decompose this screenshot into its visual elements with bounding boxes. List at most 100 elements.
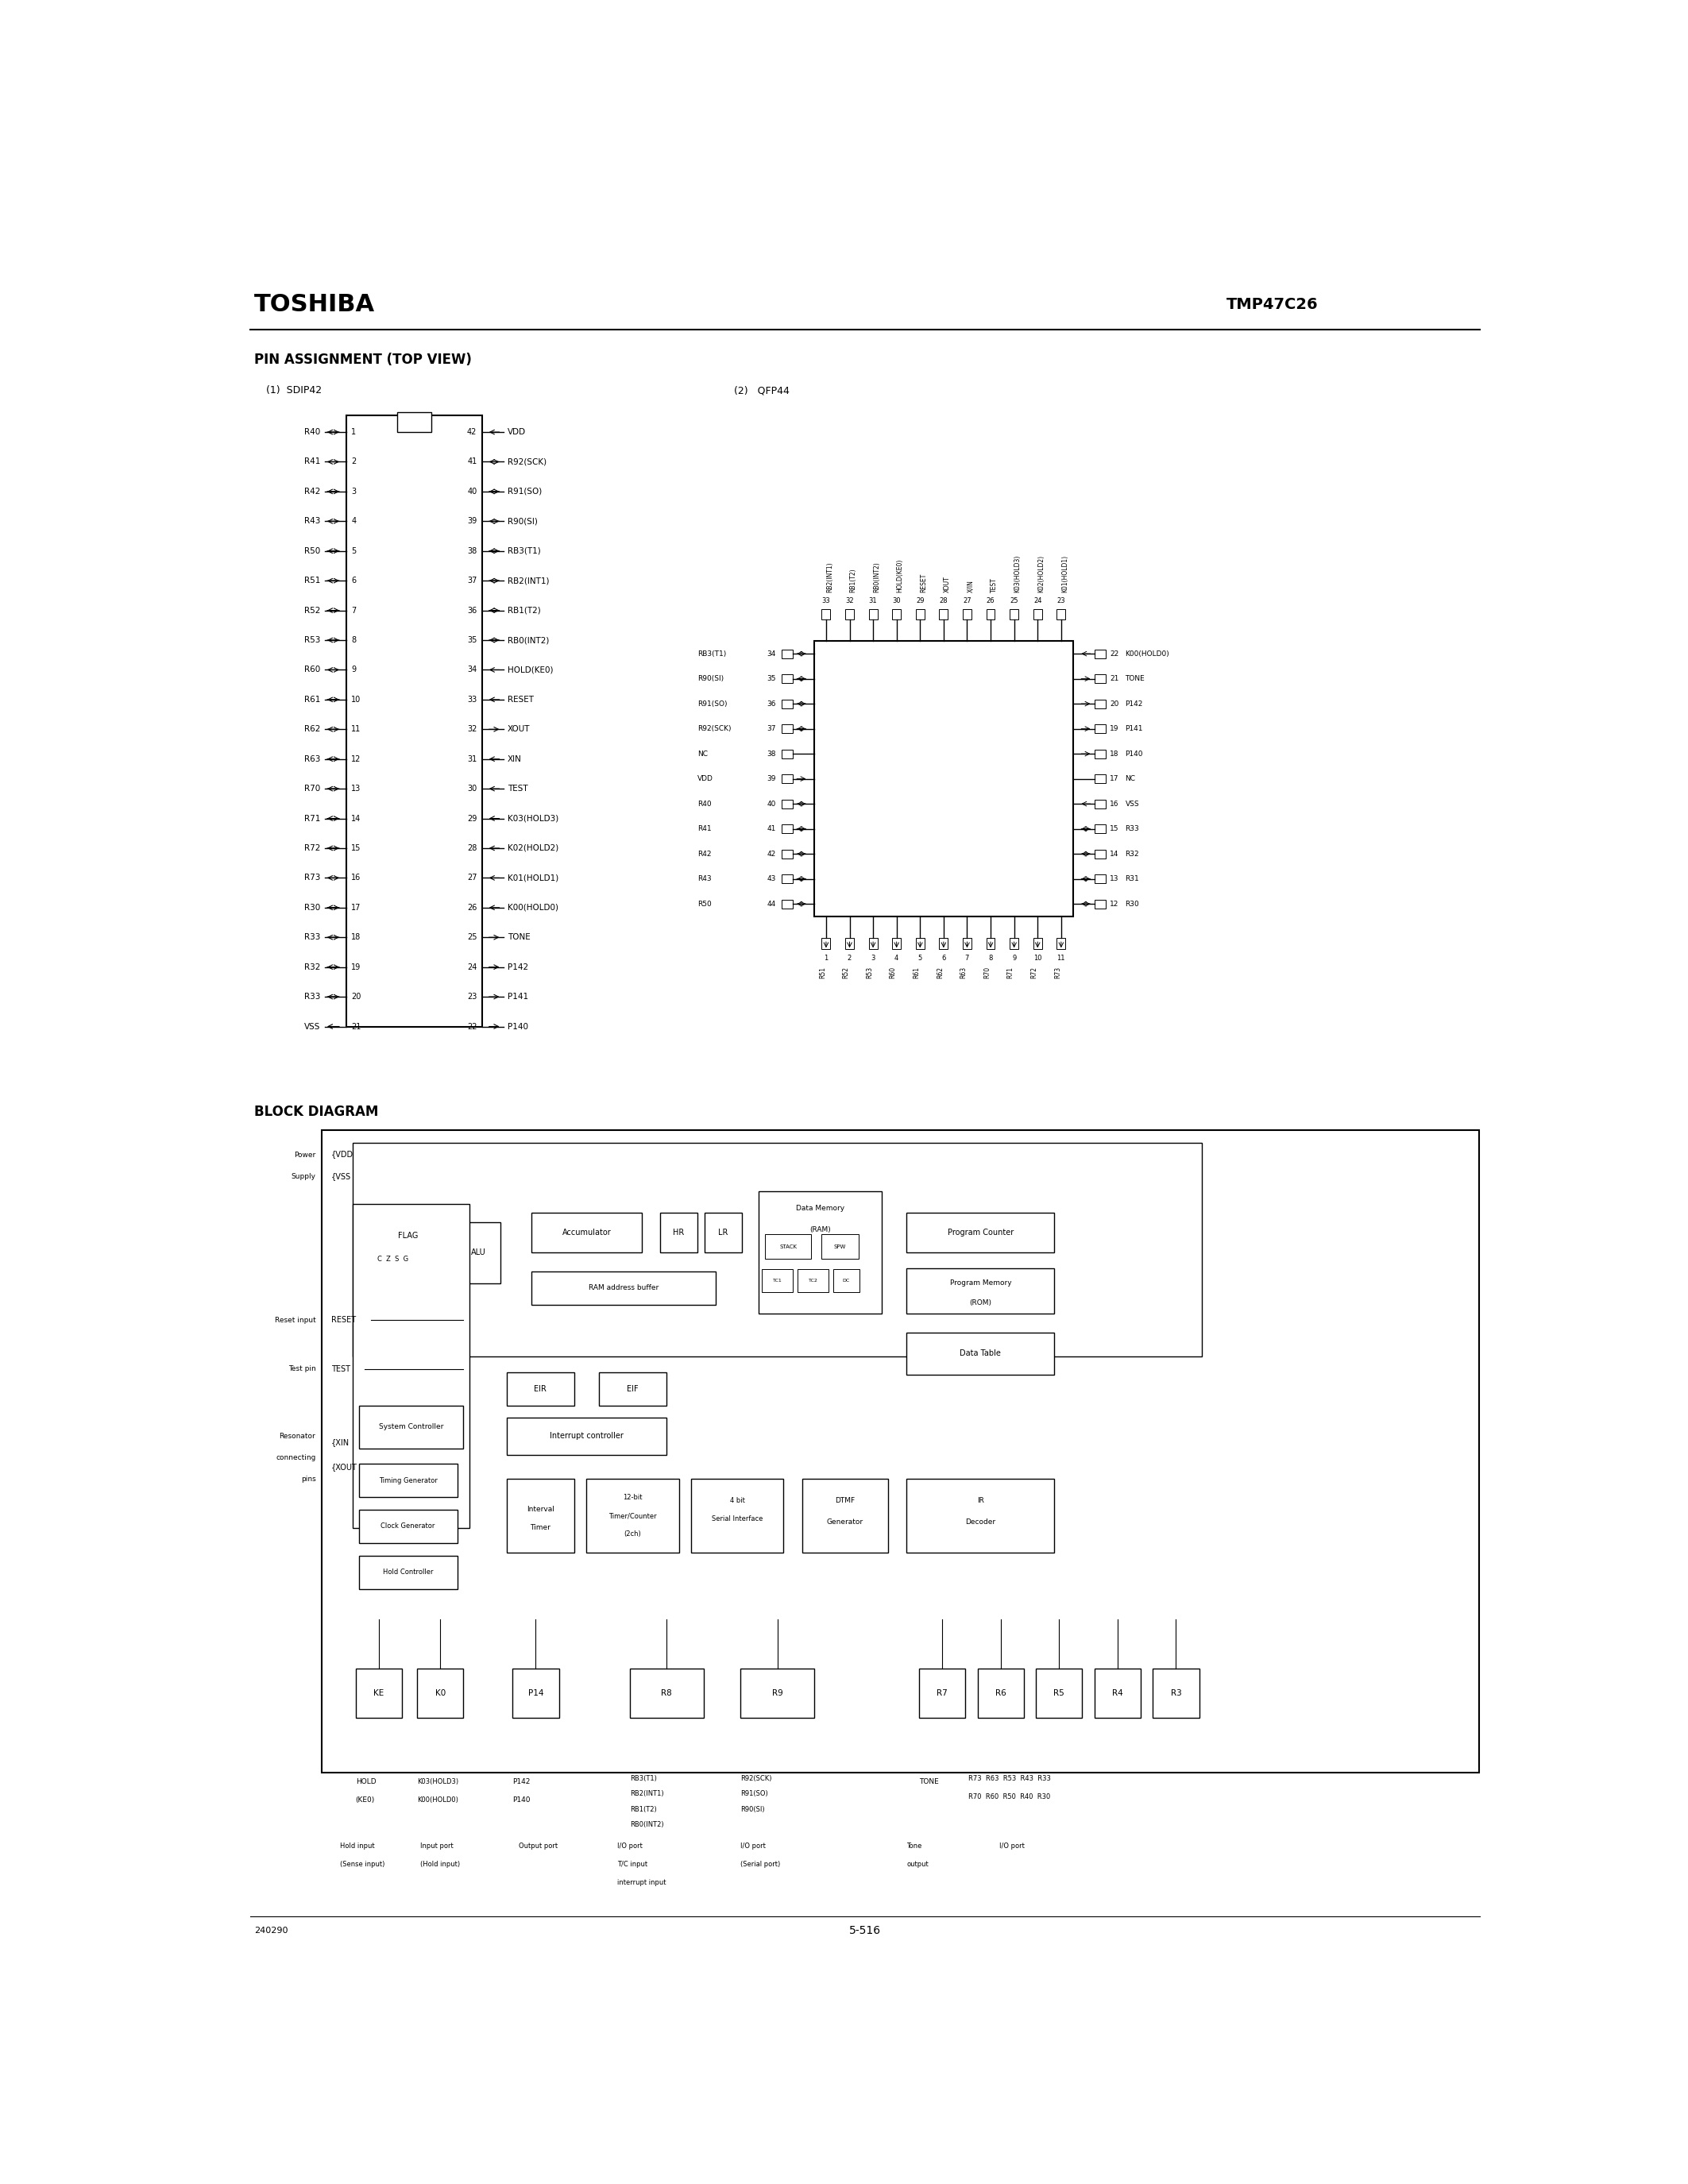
Text: RESET: RESET [920, 572, 927, 592]
Text: 4: 4 [351, 518, 356, 524]
Text: LR: LR [719, 1230, 728, 1236]
Text: 13: 13 [1109, 876, 1119, 882]
Text: RAM address buffer: RAM address buffer [589, 1284, 658, 1291]
Text: Power: Power [294, 1151, 316, 1158]
Text: K00(HOLD0): K00(HOLD0) [1126, 651, 1170, 657]
Bar [506, 1372, 574, 1406]
Text: {XOUT: {XOUT [331, 1463, 358, 1470]
Text: R40: R40 [697, 799, 711, 808]
Text: 1: 1 [351, 428, 356, 437]
Bar [906, 1479, 1055, 1553]
Text: R7: R7 [937, 1688, 947, 1697]
Text: 35: 35 [468, 636, 478, 644]
Text: (KE0): (KE0) [356, 1797, 375, 1804]
Text: KE: KE [373, 1688, 385, 1697]
Text: 1: 1 [824, 954, 829, 961]
Text: R32: R32 [304, 963, 321, 972]
Bar [532, 1212, 641, 1254]
Bar [322, 1131, 1479, 1773]
Text: 42: 42 [468, 428, 478, 437]
Text: 15: 15 [1109, 826, 1119, 832]
Text: R62: R62 [304, 725, 321, 734]
Bar [1153, 1669, 1198, 1717]
Text: 13: 13 [351, 784, 361, 793]
Bar [869, 609, 878, 620]
Text: 9: 9 [1013, 954, 1016, 961]
Text: Data Memory: Data Memory [797, 1206, 844, 1212]
Text: 14: 14 [1109, 850, 1119, 858]
Text: R71: R71 [304, 815, 321, 823]
Bar [1036, 1669, 1082, 1717]
Text: 7: 7 [351, 607, 356, 614]
Text: 10: 10 [351, 695, 361, 703]
Text: R70: R70 [304, 784, 321, 793]
Text: 34: 34 [766, 651, 776, 657]
Text: XOUT: XOUT [944, 577, 950, 592]
Text: R70: R70 [984, 968, 991, 978]
Text: SPW: SPW [834, 1245, 846, 1249]
Text: VSS: VSS [1126, 799, 1139, 808]
Text: TEST: TEST [991, 577, 998, 592]
Bar [918, 1669, 966, 1717]
Text: (2)   QFP44: (2) QFP44 [734, 384, 790, 395]
Text: 34: 34 [468, 666, 478, 675]
Bar [457, 1223, 500, 1284]
Bar [599, 1372, 667, 1406]
Text: P142: P142 [513, 1778, 530, 1784]
Bar [906, 1269, 1055, 1315]
Bar [586, 1479, 679, 1553]
Text: NC: NC [1126, 775, 1136, 782]
Text: DTMF: DTMF [836, 1496, 856, 1505]
Bar [1094, 725, 1106, 734]
Text: X/IN: X/IN [967, 579, 974, 592]
Text: 35: 35 [766, 675, 776, 681]
Bar [1094, 874, 1106, 882]
Text: VDD: VDD [508, 428, 527, 437]
Text: 30: 30 [468, 784, 478, 793]
Text: (Hold input): (Hold input) [420, 1861, 461, 1867]
Bar [353, 1142, 1202, 1356]
Bar [802, 1479, 888, 1553]
Text: K03(HOLD3): K03(HOLD3) [417, 1778, 459, 1784]
Bar [893, 609, 901, 620]
Text: R71: R71 [1008, 968, 1014, 978]
Bar [782, 850, 793, 858]
Bar [986, 937, 994, 948]
Text: ALU: ALU [471, 1249, 486, 1256]
Text: HOLD(KE0): HOLD(KE0) [896, 559, 903, 592]
Text: RB3(T1): RB3(T1) [508, 546, 540, 555]
Text: Input port: Input port [420, 1843, 454, 1850]
Text: RB3(T1): RB3(T1) [697, 651, 726, 657]
Text: 31: 31 [869, 598, 878, 605]
Text: R61: R61 [913, 968, 920, 978]
Text: 15: 15 [351, 845, 361, 852]
Text: R53: R53 [866, 968, 873, 978]
Text: 4: 4 [895, 954, 898, 961]
Bar [704, 1212, 741, 1254]
Text: {VDD: {VDD [331, 1149, 353, 1158]
Bar [822, 937, 830, 948]
Bar [782, 874, 793, 882]
Text: R6: R6 [996, 1688, 1006, 1697]
Text: 9: 9 [351, 666, 356, 675]
Bar [353, 1203, 469, 1529]
Bar [506, 1479, 574, 1553]
Bar [782, 826, 793, 832]
Text: 2: 2 [847, 954, 852, 961]
Text: FLAG: FLAG [398, 1232, 419, 1241]
Text: R52: R52 [842, 968, 849, 978]
Text: 17: 17 [1109, 775, 1119, 782]
Text: RB1(T2): RB1(T2) [508, 607, 540, 614]
Bar [360, 1555, 457, 1590]
Text: TC2: TC2 [809, 1280, 817, 1282]
Text: K03(HOLD3): K03(HOLD3) [508, 815, 559, 823]
Bar [782, 799, 793, 808]
Text: TEST: TEST [331, 1365, 349, 1374]
Text: 21: 21 [1109, 675, 1119, 681]
Text: EIF: EIF [626, 1385, 638, 1393]
Text: R42: R42 [697, 850, 711, 858]
Text: connecting: connecting [275, 1455, 316, 1461]
Text: 44: 44 [768, 900, 776, 909]
Bar [346, 415, 481, 1026]
Text: RB0(INT2): RB0(INT2) [508, 636, 549, 644]
